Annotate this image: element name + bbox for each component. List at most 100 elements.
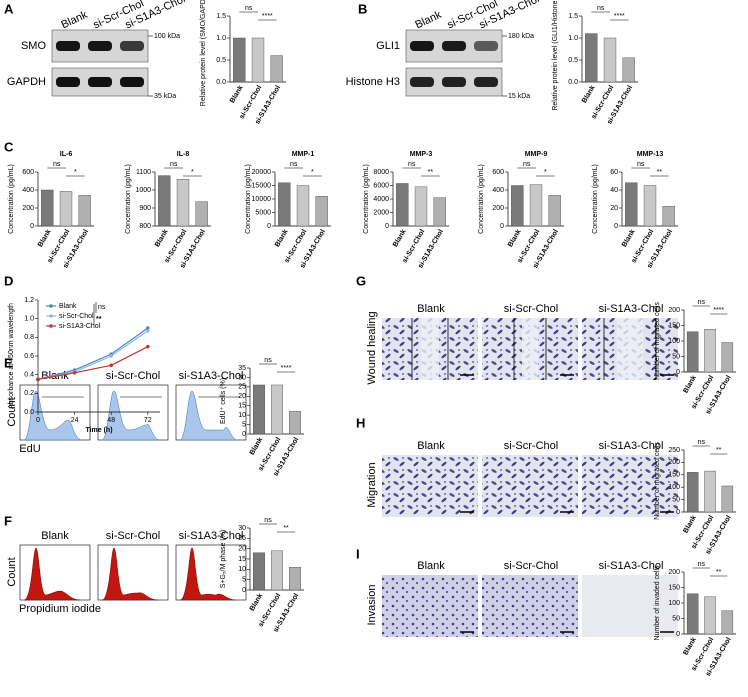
legend-marker [49,324,53,328]
y-tick-label: 10 [238,412,246,419]
bar [686,331,699,373]
line-series [37,346,149,380]
x-axis-label: Time (h) [85,427,112,434]
y-tick-label: 4000 [373,196,389,203]
y-tick-label: 0.0 [568,79,578,86]
bar [686,472,699,513]
histogram [101,547,159,601]
blot-band [410,41,434,51]
x-tick-label: Blank [621,228,637,248]
panel-label: E [4,355,13,370]
y-tick-label: 900 [139,205,151,212]
y-tick-label: 200 [668,307,680,314]
x-tick-label: Blank [507,228,523,248]
y-axis-label: Number of invaded cells [654,565,661,641]
bar [271,550,283,591]
y-tick-label: 20 [610,205,618,212]
y-tick-label: 15 [238,403,246,410]
significance-label: **** [262,13,273,20]
bar [233,37,246,83]
bar [529,184,543,227]
bar [278,182,291,227]
sample-title: si-S1A3-Chol [599,560,664,572]
y-tick-label: 0 [500,223,504,230]
y-tick-label: 150 [668,322,680,329]
bar [721,485,734,513]
y-tick-label: 1.0 [216,35,226,42]
chart-title: MMP-3 [410,151,433,158]
axis-label: Propidium iodide [19,603,101,615]
y-tick-label: 30 [238,374,246,381]
x-tick-label: Blank [682,374,698,394]
y-tick-label: 50 [672,615,680,622]
histogram [101,390,161,441]
y-tick-label: 8000 [373,169,389,176]
blot-band [442,77,466,87]
point [36,377,40,382]
bar [704,596,716,635]
blot-band [120,41,144,51]
y-tick-label: 250 [668,447,680,454]
bar [433,197,446,227]
panel-label: C [4,139,14,154]
sample-title: si-S1A3-Chol [599,440,664,452]
y-tick-label: 60 [610,169,618,176]
y-tick-label: 0.0 [24,409,34,416]
bar [289,411,301,435]
legend-marker [49,304,53,308]
bar [548,195,561,227]
y-tick-label: 0 [30,223,34,230]
blot-band [88,41,112,51]
y-tick-label: 25 [238,535,246,542]
chart-title: IL-6 [60,151,73,158]
significance-label: ** [428,169,434,176]
micrograph [582,455,678,517]
row-label: Migration [366,462,378,507]
y-tick-label: 100 [668,600,680,607]
x-tick-label: Blank [682,636,698,656]
y-tick-label: 0 [676,509,680,516]
y-tick-label: 200 [668,459,680,466]
y-axis-label: Concentration (pg/mL) [125,164,132,234]
y-tick-label: 50 [672,496,680,503]
sample-title: si-Scr-Chol [106,530,160,542]
x-tick-label: 72 [144,417,152,424]
y-tick-label: 0 [267,223,271,230]
micrograph [482,575,578,637]
significance-label: * [311,169,314,176]
y-tick-label: 0.6 [24,353,34,360]
sample-title: si-Scr-Chol [504,303,558,315]
sample-title: si-Scr-Chol [504,560,558,572]
sample-title: si-Scr-Chol [504,440,558,452]
y-axis-label: Concentration (pg/mL) [592,164,599,234]
x-tick-label: 0 [36,417,40,424]
blot-band [88,77,112,87]
y-tick-label: 5 [242,421,246,428]
sample-title: si-S1A3-Chol [599,303,664,315]
y-tick-label: 0 [676,369,680,376]
y-tick-label: 0 [242,587,246,594]
bar [315,196,328,227]
row-label: Wound healing [366,311,378,384]
y-tick-label: 6000 [373,182,389,189]
y-tick-label: 0 [385,223,389,230]
y-tick-label: 150 [668,472,680,479]
panel-label: G [356,273,366,288]
blot-row-label: SMO [21,40,47,52]
y-tick-label: 1100 [136,169,151,176]
significance-label: ns [290,161,298,168]
sample-title: Blank [417,560,445,572]
sample-title: si-S1A3-Chol [179,530,244,542]
y-tick-label: 35 [238,365,246,372]
point [146,329,150,333]
panel-label: I [356,546,360,561]
bar [585,33,598,83]
y-tick-label: 2000 [373,209,389,216]
x-tick-label: Blank [229,84,245,104]
axis-label: EdU [19,443,40,455]
significance-label: ns [698,439,706,446]
micrograph [482,455,578,517]
y-tick-label: 400 [22,187,34,194]
legend-label: si-S1A3-Chol [59,323,101,330]
panel-label: A [4,1,14,16]
